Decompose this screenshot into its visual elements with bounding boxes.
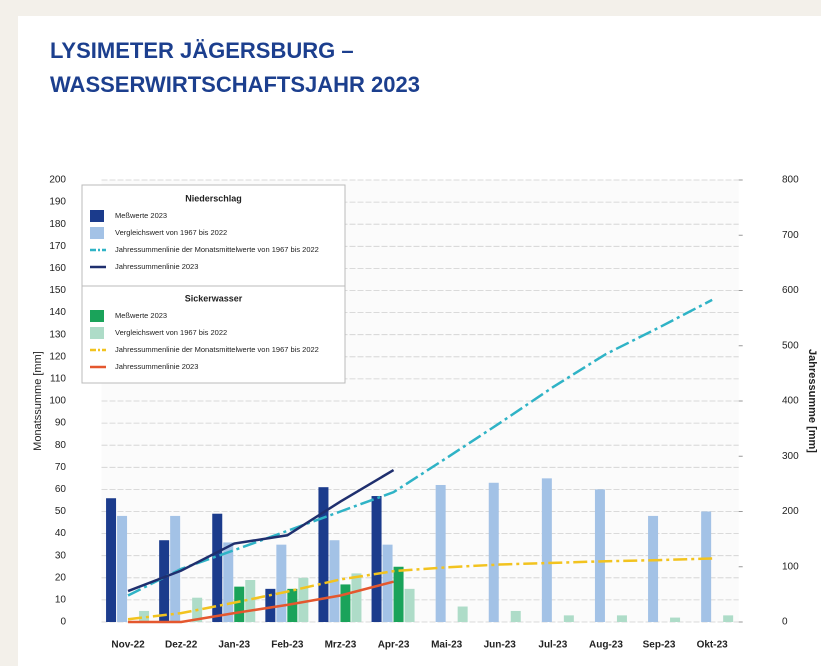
bar bbox=[541, 478, 552, 622]
legend-label: Jahressummenlinie der Monatsmittelwerte … bbox=[115, 245, 319, 254]
y-tick-label: 130 bbox=[49, 329, 66, 340]
bar bbox=[245, 580, 256, 622]
y2-tick-label: 500 bbox=[782, 340, 799, 351]
legend-label: Jahressummenlinie 2023 bbox=[115, 362, 198, 371]
bar bbox=[404, 588, 415, 622]
bar bbox=[616, 615, 627, 622]
x-tick-label: Dez-22 bbox=[165, 640, 198, 651]
legend-label: Vergleichswert von 1967 bis 2022 bbox=[115, 328, 227, 337]
y-tick-label: 20 bbox=[55, 572, 67, 583]
bar bbox=[265, 588, 276, 622]
bar bbox=[287, 588, 298, 622]
y-tick-label: 140 bbox=[49, 307, 66, 318]
chart-title: LYSIMETER JÄGERSBURG – bbox=[50, 38, 354, 63]
bar bbox=[393, 566, 404, 622]
y-tick-label: 150 bbox=[49, 285, 66, 296]
x-tick-label: Jun-23 bbox=[484, 640, 517, 651]
y-tick-label: 40 bbox=[55, 528, 67, 539]
y2-tick-label: 0 bbox=[782, 617, 788, 628]
bar bbox=[723, 615, 734, 622]
y-tick-label: 190 bbox=[49, 197, 66, 208]
y2-tick-label: 200 bbox=[782, 506, 799, 517]
y2-tick-label: 400 bbox=[782, 396, 799, 407]
y2-tick-label: 600 bbox=[782, 285, 799, 296]
bar bbox=[670, 617, 681, 622]
bar bbox=[106, 498, 117, 622]
line bbox=[127, 468, 395, 593]
bar bbox=[488, 482, 499, 622]
bar bbox=[159, 540, 170, 622]
y2-tick-label: 700 bbox=[782, 230, 799, 241]
bar bbox=[212, 513, 223, 622]
y-tick-label: 170 bbox=[49, 241, 66, 252]
y-tick-label: 90 bbox=[55, 418, 67, 429]
y-tick-label: 100 bbox=[49, 396, 66, 407]
y-axis-label: Monatssumme [mm] bbox=[32, 351, 44, 451]
bar bbox=[340, 584, 351, 622]
legend-title: Niederschlag bbox=[185, 193, 242, 203]
bar bbox=[701, 511, 712, 622]
y-tick-label: 0 bbox=[60, 617, 66, 628]
bar bbox=[457, 606, 468, 622]
y-tick-label: 50 bbox=[55, 506, 67, 517]
x-tick-label: Jan-23 bbox=[218, 640, 250, 651]
legend-label: Meßwerte 2023 bbox=[115, 211, 167, 220]
legend-label: Meßwerte 2023 bbox=[115, 311, 167, 320]
bar bbox=[318, 487, 329, 622]
y-tick-label: 200 bbox=[49, 175, 66, 186]
legend-label: Jahressummenlinie der Monatsmittelwerte … bbox=[115, 345, 319, 354]
legend-label: Jahressummenlinie 2023 bbox=[115, 262, 198, 271]
legend-label: Vergleichswert von 1967 bis 2022 bbox=[115, 228, 227, 237]
y2-tick-label: 100 bbox=[782, 561, 799, 572]
y-tick-label: 60 bbox=[55, 484, 67, 495]
bar bbox=[435, 484, 446, 622]
legend-swatch bbox=[90, 310, 104, 322]
y-tick-label: 160 bbox=[49, 263, 66, 274]
bar bbox=[563, 615, 574, 622]
legend-box bbox=[81, 184, 346, 384]
bar bbox=[139, 610, 150, 622]
bar bbox=[594, 489, 605, 622]
y-tick-label: 180 bbox=[49, 219, 66, 230]
legend-swatch bbox=[90, 227, 104, 239]
line bbox=[128, 580, 394, 624]
x-tick-label: Okt-23 bbox=[697, 640, 729, 651]
bar bbox=[510, 610, 521, 622]
x-tick-label: Aug-23 bbox=[589, 640, 623, 651]
y-tick-label: 30 bbox=[55, 550, 67, 561]
chart-title: WASSERWIRTSCHAFTSJAHR 2023 bbox=[50, 72, 420, 97]
bar bbox=[223, 542, 234, 622]
legend-swatch bbox=[90, 327, 104, 339]
x-tick-label: Sep-23 bbox=[643, 640, 676, 651]
y2-axis-label: Jahressumme [mm] bbox=[806, 349, 818, 453]
x-tick-label: Mrz-23 bbox=[325, 640, 357, 651]
line bbox=[127, 298, 713, 597]
bar bbox=[351, 573, 362, 622]
x-tick-label: Feb-23 bbox=[271, 640, 304, 651]
bar bbox=[371, 496, 382, 622]
x-tick-label: Apr-23 bbox=[378, 640, 410, 651]
legend-swatch bbox=[90, 210, 104, 222]
legend-title: Sickerwasser bbox=[185, 293, 243, 303]
y2-tick-label: 300 bbox=[782, 451, 799, 462]
bar bbox=[170, 515, 181, 622]
y2-tick-label: 800 bbox=[782, 175, 799, 186]
bar bbox=[276, 544, 287, 622]
y-tick-label: 110 bbox=[50, 374, 66, 385]
y-tick-label: 10 bbox=[55, 595, 67, 606]
bar bbox=[234, 586, 245, 622]
bar bbox=[117, 515, 128, 622]
bar bbox=[648, 515, 659, 622]
y-tick-label: 70 bbox=[55, 462, 67, 473]
x-tick-label: Mai-23 bbox=[431, 640, 463, 651]
bar bbox=[298, 577, 309, 622]
y-tick-label: 80 bbox=[55, 440, 67, 451]
x-tick-label: Jul-23 bbox=[538, 640, 567, 651]
y-tick-label: 120 bbox=[49, 351, 66, 362]
x-tick-label: Nov-22 bbox=[111, 640, 145, 651]
